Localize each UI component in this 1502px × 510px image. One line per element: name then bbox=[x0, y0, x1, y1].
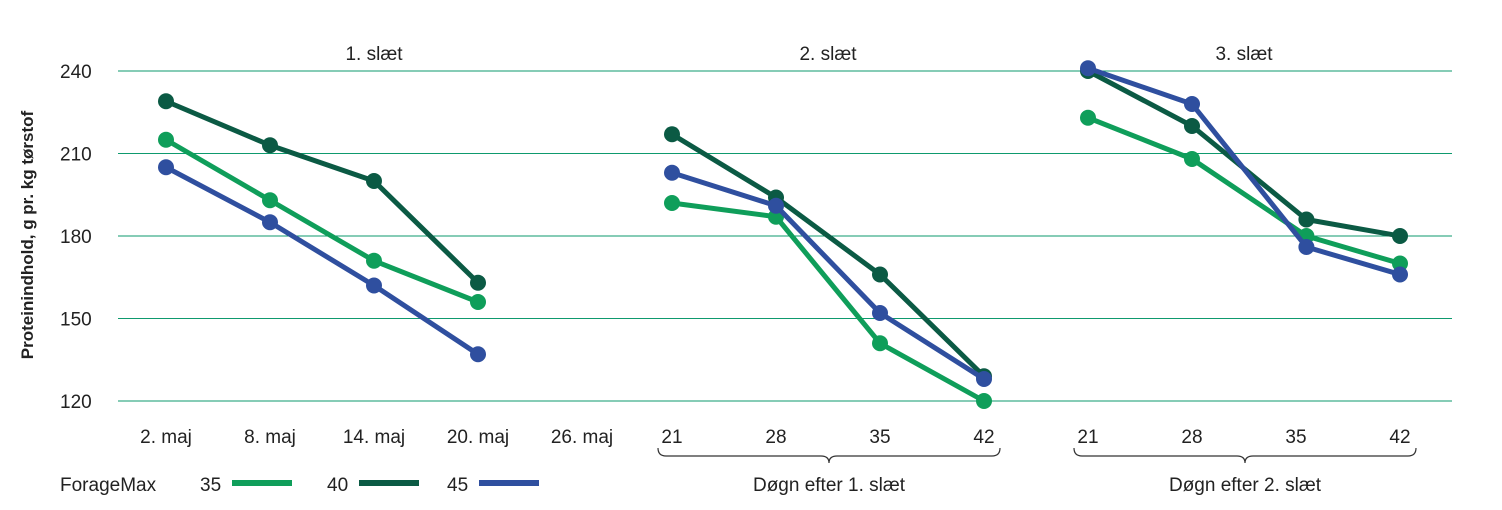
data-point-45 bbox=[1184, 96, 1200, 112]
data-point-45 bbox=[262, 214, 278, 231]
data-point-45 bbox=[470, 346, 486, 363]
data-point-35 bbox=[470, 294, 486, 310]
y-tick-label: 240 bbox=[60, 62, 92, 83]
data-point-45 bbox=[1392, 266, 1408, 283]
y-tick-label: 120 bbox=[60, 392, 92, 413]
x-tick-label: 35 bbox=[1285, 427, 1306, 448]
data-point-35 bbox=[976, 393, 992, 409]
data-point-45 bbox=[976, 371, 992, 387]
data-point-35 bbox=[1080, 109, 1096, 126]
data-point-45 bbox=[872, 305, 888, 321]
bracket-label: Døgn efter 1. slæt bbox=[753, 475, 906, 496]
data-point-35 bbox=[1184, 151, 1200, 167]
y-tick-label: 210 bbox=[60, 145, 92, 166]
x-tick-label: 28 bbox=[1181, 427, 1202, 448]
bracket bbox=[657, 447, 1001, 464]
panel-title: 3. slæt bbox=[1215, 44, 1273, 65]
data-point-40 bbox=[1298, 211, 1315, 228]
x-tick-label: 21 bbox=[1077, 427, 1098, 448]
data-point-40 bbox=[664, 126, 680, 143]
bracket-label: Døgn efter 2. slæt bbox=[1169, 475, 1322, 496]
series-line-35 bbox=[1087, 115, 1401, 266]
x-tick-label: 8. maj bbox=[244, 427, 296, 448]
data-point-40 bbox=[872, 266, 888, 283]
x-tick-label: 21 bbox=[661, 427, 682, 448]
x-tick-label: 42 bbox=[1389, 427, 1410, 448]
data-point-40 bbox=[262, 137, 278, 154]
x-tick-label: 26. maj bbox=[551, 427, 613, 448]
series-line-40 bbox=[165, 98, 480, 285]
panel-title: 1. slæt bbox=[345, 44, 403, 65]
data-point-35 bbox=[262, 192, 278, 209]
series-line-35 bbox=[164, 137, 479, 305]
data-point-45 bbox=[664, 164, 680, 181]
data-point-40 bbox=[470, 274, 486, 291]
data-point-45 bbox=[1080, 60, 1096, 77]
x-tick-label: 42 bbox=[973, 427, 994, 448]
data-point-35 bbox=[1392, 255, 1408, 272]
data-point-45 bbox=[768, 197, 784, 214]
series-line-45 bbox=[671, 170, 986, 382]
data-point-35 bbox=[158, 131, 174, 148]
data-point-40 bbox=[158, 93, 174, 110]
legend-title: ForageMax bbox=[60, 475, 157, 496]
legend-label-45: 45 bbox=[447, 475, 468, 496]
series-line-45 bbox=[164, 165, 480, 357]
legend-label-35: 35 bbox=[200, 475, 221, 496]
series-line-35 bbox=[671, 200, 986, 404]
data-point-45 bbox=[1298, 239, 1315, 255]
x-tick-label: 28 bbox=[765, 427, 786, 448]
data-point-35 bbox=[366, 252, 382, 269]
panel-title: 2. slæt bbox=[799, 44, 857, 65]
x-tick-label: 35 bbox=[869, 427, 890, 448]
data-point-45 bbox=[366, 277, 382, 294]
data-point-40 bbox=[366, 173, 382, 189]
y-axis-label: Proteinindhold, g pr. kg tørstof bbox=[18, 110, 37, 359]
data-point-40 bbox=[1392, 228, 1408, 244]
y-tick-label: 150 bbox=[60, 310, 92, 331]
x-tick-label: 20. maj bbox=[447, 427, 509, 448]
x-tick-label: 14. maj bbox=[343, 427, 405, 448]
y-tick-label: 180 bbox=[60, 227, 92, 248]
data-point-40 bbox=[1184, 118, 1200, 134]
data-point-35 bbox=[664, 195, 680, 211]
data-point-35 bbox=[872, 335, 888, 352]
legend-label-40: 40 bbox=[327, 475, 348, 496]
x-tick-label: 2. maj bbox=[140, 427, 192, 448]
series-line-40 bbox=[670, 132, 986, 379]
series-line-45 bbox=[1087, 65, 1401, 277]
data-point-45 bbox=[158, 159, 174, 176]
bracket bbox=[1073, 447, 1417, 464]
